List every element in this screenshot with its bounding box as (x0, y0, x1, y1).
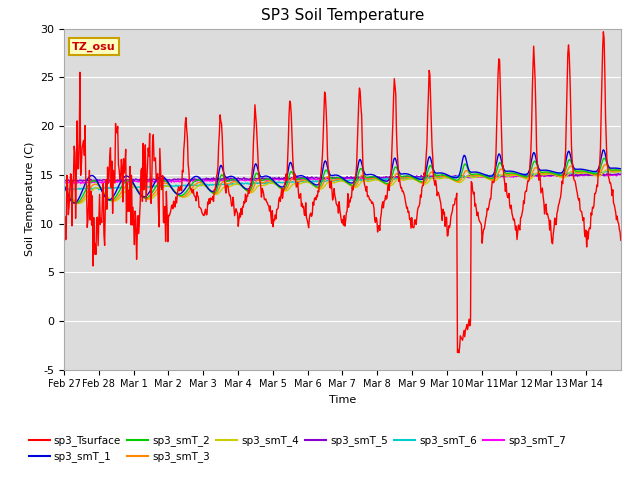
sp3_smT_5 (432, 173, 440, 179)
sp3_smT_2 (60, 182, 68, 188)
sp3_smT_6 (432, 174, 440, 180)
sp3_smT_2 (401, 173, 408, 179)
sp3_smT_1 (126, 175, 134, 181)
sp3_smT_1 (228, 174, 236, 180)
sp3_smT_7 (256, 177, 264, 183)
sp3_smT_5 (228, 176, 236, 182)
Text: TZ_osu: TZ_osu (72, 41, 116, 51)
sp3_smT_3 (401, 175, 408, 181)
sp3_smT_3 (432, 173, 440, 179)
sp3_smT_4 (617, 169, 625, 175)
sp3_smT_1 (432, 170, 440, 176)
sp3_smT_1 (617, 166, 625, 172)
Line: sp3_smT_6: sp3_smT_6 (64, 171, 621, 190)
sp3_Tsurface (455, 350, 463, 356)
sp3_Tsurface (400, 190, 408, 196)
sp3_smT_3 (602, 162, 609, 168)
sp3_smT_7 (401, 175, 408, 181)
sp3_smT_1 (256, 173, 264, 179)
sp3_smT_5 (126, 178, 134, 183)
sp3_smT_4 (432, 175, 440, 181)
Line: sp3_Tsurface: sp3_Tsurface (64, 32, 621, 353)
sp3_smT_7 (77, 181, 84, 187)
sp3_smT_2 (277, 185, 285, 191)
sp3_smT_3 (277, 186, 285, 192)
sp3_Tsurface (431, 182, 439, 188)
sp3_smT_1 (60, 182, 68, 188)
sp3_smT_4 (256, 182, 264, 188)
sp3_smT_5 (60, 179, 68, 184)
X-axis label: Time: Time (329, 395, 356, 405)
sp3_smT_7 (228, 178, 236, 183)
sp3_smT_1 (70, 200, 78, 206)
sp3_Tsurface (228, 203, 236, 209)
sp3_smT_1 (277, 184, 285, 190)
Y-axis label: Soil Temperature (C): Soil Temperature (C) (24, 142, 35, 256)
Line: sp3_smT_3: sp3_smT_3 (64, 165, 621, 203)
sp3_smT_6 (66, 187, 74, 193)
sp3_smT_6 (60, 187, 68, 192)
sp3_smT_2 (126, 178, 134, 184)
Line: sp3_smT_7: sp3_smT_7 (64, 174, 621, 184)
sp3_smT_5 (277, 176, 285, 181)
Line: sp3_smT_2: sp3_smT_2 (64, 158, 621, 203)
sp3_smT_2 (600, 156, 608, 161)
sp3_Tsurface (600, 29, 607, 35)
Line: sp3_smT_4: sp3_smT_4 (64, 170, 621, 203)
sp3_smT_3 (256, 178, 264, 184)
sp3_smT_7 (60, 180, 68, 186)
sp3_smT_7 (432, 175, 440, 180)
sp3_smT_6 (228, 180, 236, 186)
sp3_smT_5 (617, 171, 625, 177)
Title: SP3 Soil Temperature: SP3 Soil Temperature (260, 9, 424, 24)
sp3_smT_6 (401, 175, 408, 181)
sp3_smT_7 (277, 177, 285, 182)
sp3_smT_7 (126, 179, 134, 185)
sp3_smT_1 (600, 147, 607, 153)
Legend: sp3_Tsurface, sp3_smT_1, sp3_smT_2, sp3_smT_3, sp3_smT_4, sp3_smT_5, sp3_smT_6, : sp3_Tsurface, sp3_smT_1, sp3_smT_2, sp3_… (25, 431, 570, 467)
sp3_smT_6 (256, 180, 264, 186)
Line: sp3_smT_1: sp3_smT_1 (64, 150, 621, 203)
Line: sp3_smT_5: sp3_smT_5 (64, 173, 621, 181)
sp3_Tsurface (276, 199, 284, 204)
sp3_smT_4 (228, 182, 236, 188)
sp3_smT_1 (401, 171, 408, 177)
sp3_smT_5 (67, 179, 75, 184)
sp3_smT_6 (617, 169, 625, 175)
sp3_smT_7 (594, 171, 602, 177)
sp3_smT_2 (256, 176, 264, 181)
sp3_Tsurface (60, 230, 68, 236)
sp3_Tsurface (617, 238, 625, 243)
sp3_smT_2 (228, 177, 236, 182)
sp3_smT_5 (256, 176, 264, 182)
sp3_Tsurface (125, 208, 133, 214)
sp3_smT_2 (72, 200, 79, 206)
sp3_smT_7 (617, 171, 625, 177)
sp3_smT_6 (277, 180, 285, 185)
sp3_smT_2 (432, 172, 440, 178)
sp3_smT_4 (60, 186, 68, 192)
sp3_smT_3 (60, 183, 68, 189)
sp3_smT_3 (617, 168, 625, 174)
sp3_smT_5 (600, 170, 607, 176)
sp3_smT_6 (126, 184, 134, 190)
sp3_smT_4 (603, 167, 611, 173)
sp3_smT_4 (76, 200, 83, 206)
sp3_smT_3 (74, 200, 82, 206)
sp3_smT_4 (126, 184, 134, 190)
sp3_smT_3 (126, 181, 134, 187)
sp3_smT_3 (228, 179, 236, 185)
sp3_smT_4 (277, 186, 285, 192)
sp3_smT_5 (401, 174, 408, 180)
sp3_Tsurface (255, 174, 263, 180)
sp3_smT_4 (401, 177, 408, 183)
sp3_smT_6 (616, 168, 623, 174)
sp3_smT_2 (617, 168, 625, 173)
